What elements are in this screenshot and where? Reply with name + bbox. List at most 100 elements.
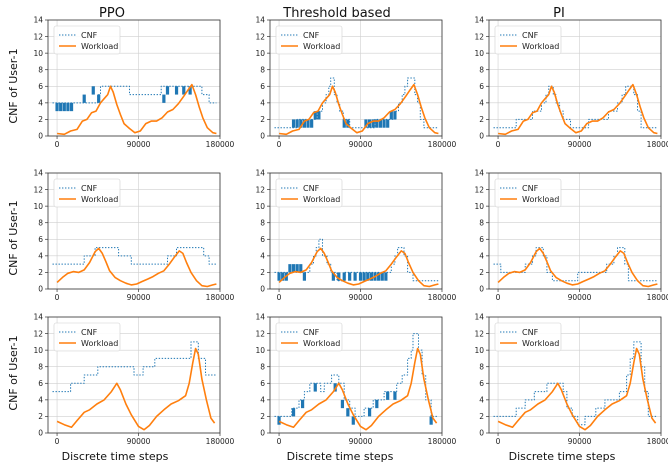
cnf-step-bar (340, 399, 345, 409)
cnf-series-line (493, 247, 658, 282)
cnf-step-bar (367, 408, 372, 417)
legend-box (53, 178, 121, 208)
cnf-step-bar (346, 119, 350, 128)
y-tick-label: 4 (479, 252, 484, 261)
x-tick-label: 90000 (127, 293, 151, 302)
y-tick-label: 6 (38, 235, 43, 244)
legend-label-cnf: CNF (81, 184, 98, 193)
legend-label-workload: Workload (303, 42, 340, 51)
x-tick-label: 90000 (349, 437, 373, 446)
y-tick-label: 10 (474, 202, 484, 211)
y-tick-label: 8 (260, 65, 265, 74)
cnf-step-bar (277, 416, 281, 425)
y-tick-label: 6 (479, 82, 484, 91)
cnf-step-bar (59, 102, 63, 112)
panel-r1-c2: 0 2 4 6 8 10 12 14 0 90000 180000 CNF Workload (474, 169, 668, 302)
cnf-step-bar (313, 111, 317, 120)
legend-label-cnf: CNF (81, 328, 98, 337)
cnf-step-bar (165, 86, 170, 95)
cnf-step-bar (346, 408, 350, 417)
y-tick-label: 0 (260, 285, 265, 294)
y-tick-label: 8 (38, 65, 43, 74)
y-tick-label: 2 (479, 115, 484, 124)
panel-r0-c0: 0 2 4 6 8 10 12 14 0 90000 180000 CNF Workload (33, 16, 234, 149)
plot-frame (47, 316, 221, 434)
legend-label-workload: Workload (81, 195, 118, 204)
legend: CNF Workload (53, 178, 121, 208)
y-tick-label: 14 (474, 16, 484, 25)
legend-box (275, 322, 343, 352)
x-tick-label: 90000 (349, 140, 373, 149)
y-tick-label: 6 (260, 235, 265, 244)
cnf-step-bar (299, 119, 303, 128)
y-tick-label: 14 (33, 313, 43, 322)
y-tick-label: 6 (479, 235, 484, 244)
legend: CNF Workload (275, 25, 343, 55)
cnf-step-bar (291, 408, 296, 417)
x-tick-label: 0 (277, 437, 282, 446)
y-tick-label: 0 (479, 132, 484, 141)
x-tick-label: 180000 (428, 437, 457, 446)
cnf-step-bar (378, 119, 383, 128)
cnf-step-bar (393, 391, 397, 400)
y-tick-label: 14 (255, 313, 265, 322)
cnf-step-bar (97, 94, 101, 103)
x-tick-label: 180000 (428, 140, 457, 149)
workload-series-line (497, 347, 657, 431)
cnf-step-bar (291, 264, 296, 273)
y-tick-label: 6 (260, 82, 265, 91)
y-tick-label: 14 (474, 313, 484, 322)
y-tick-label: 0 (260, 132, 265, 141)
column-title-pi: PI (553, 6, 565, 21)
cnf-series-line (274, 77, 439, 129)
cnf-step-bar (174, 86, 179, 95)
y-tick-label: 14 (33, 169, 43, 178)
cnf-step-bar (313, 383, 317, 392)
legend: CNF Workload (53, 25, 121, 55)
row-1-ylabel: CNF of User-1 (7, 200, 20, 275)
y-tick-label: 4 (38, 99, 43, 108)
cnf-step-bar (358, 272, 363, 281)
cnf-series-line (274, 333, 439, 417)
legend-label-workload: Workload (303, 195, 340, 204)
cnf-step-bar (382, 119, 386, 128)
legend-box (494, 25, 562, 55)
y-tick-label: 6 (38, 82, 43, 91)
cnf-step-bar (66, 102, 70, 112)
legend-box (53, 322, 121, 352)
x-tick-label: 180000 (647, 140, 668, 149)
row-0-ylabel: CNF of User-1 (7, 48, 20, 123)
y-tick-label: 10 (255, 202, 265, 211)
y-tick-label: 0 (479, 429, 484, 438)
y-tick-label: 0 (260, 429, 265, 438)
y-tick-label: 8 (479, 218, 484, 227)
legend-label-workload: Workload (522, 339, 559, 348)
legend-label-cnf: CNF (303, 31, 320, 40)
cnf-step-bar (295, 119, 299, 128)
x-tick-label: 90000 (349, 293, 373, 302)
cnf-step-bar (277, 272, 281, 281)
x-tick-label: 0 (277, 293, 282, 302)
y-tick-label: 12 (255, 185, 265, 194)
cnf-step-bar (317, 111, 321, 120)
cnf-step-bar (337, 272, 341, 281)
panel-r1-c0: 0 2 4 6 8 10 12 14 0 90000 180000 CNF Workload (33, 169, 234, 302)
cnf-step-bar (62, 102, 66, 112)
y-tick-label: 8 (38, 218, 43, 227)
cnf-step-bar (302, 119, 306, 128)
panel-r0-c1: 0 2 4 6 8 10 12 14 0 90000 180000 CNF Workload (255, 16, 456, 149)
workload-series-line (497, 247, 658, 288)
x-tick-label: 0 (55, 437, 60, 446)
legend: CNF Workload (53, 322, 121, 352)
legend-label-cnf: CNF (303, 184, 320, 193)
y-tick-label: 10 (474, 346, 484, 355)
legend-box (53, 25, 121, 55)
x-tick-label: 0 (277, 140, 282, 149)
y-tick-label: 12 (474, 185, 484, 194)
legend-label-cnf: CNF (522, 184, 539, 193)
panel-r1-c1: 0 2 4 6 8 10 12 14 0 90000 180000 CNF Workload (255, 169, 456, 302)
y-tick-label: 8 (260, 362, 265, 371)
cnf-step-bar (295, 264, 299, 273)
y-tick-label: 4 (260, 396, 265, 405)
